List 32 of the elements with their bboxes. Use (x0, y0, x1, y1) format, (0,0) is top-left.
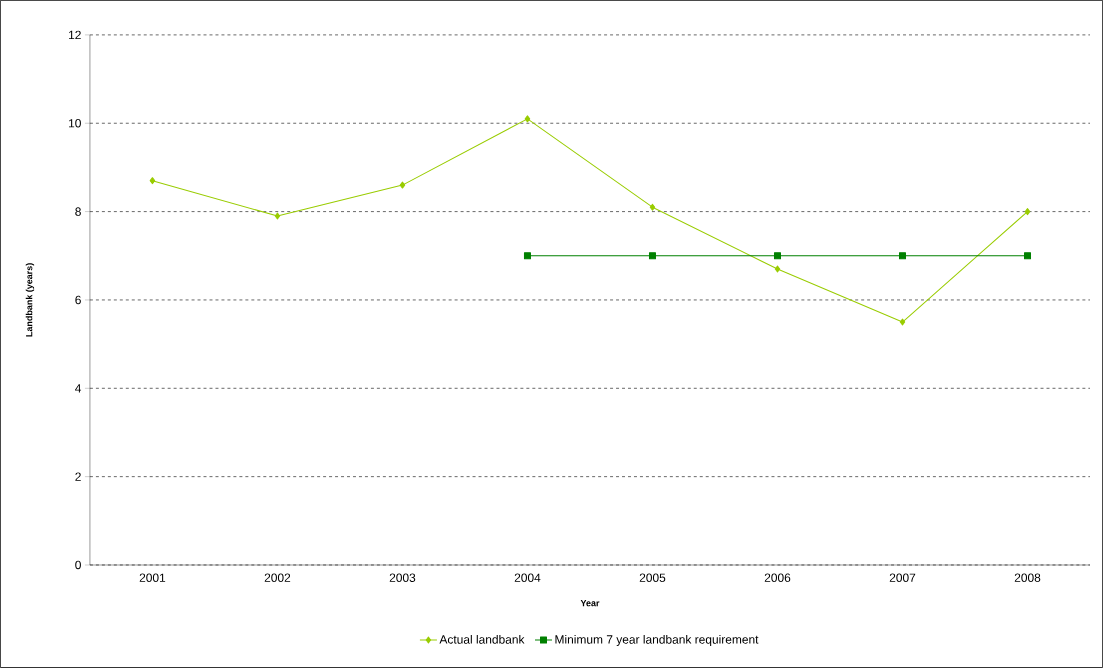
y-tick-label: 0 (75, 560, 81, 570)
x-tick-label: 2007 (889, 573, 916, 583)
x-tick-label: 2001 (139, 573, 166, 583)
point (523, 252, 531, 260)
point (774, 265, 781, 273)
y-tick-label: 6 (75, 295, 81, 305)
point (899, 252, 906, 260)
point (274, 212, 281, 220)
legend-label: Actual landbank (439, 634, 525, 644)
point (773, 252, 781, 260)
x-tick-label: 2003 (389, 573, 416, 583)
point (1024, 208, 1031, 216)
point (899, 318, 906, 326)
x-tick-label: 2004 (514, 573, 541, 583)
x-tick-label: 2008 (1014, 573, 1041, 583)
x-axis-title: Year (580, 600, 600, 607)
x-tick-label: 2005 (639, 573, 666, 583)
legend-label: Minimum 7 year landbank requirement (555, 634, 759, 647)
y-tick-label: 4 (75, 384, 82, 393)
y-tick-label: 12 (69, 30, 81, 40)
y-tick-label: 8 (75, 207, 81, 216)
y-tick-label: 10 (69, 119, 81, 128)
point (149, 177, 156, 185)
x-tick-label: 2006 (764, 573, 791, 583)
x-tick-label: 2002 (264, 573, 291, 583)
point (1024, 252, 1032, 260)
point (649, 203, 656, 211)
y-axis-title: Landbank (years) (25, 263, 35, 337)
y-tick-label: 2 (75, 472, 81, 481)
point (399, 181, 406, 189)
point (524, 115, 531, 123)
point (648, 252, 656, 260)
